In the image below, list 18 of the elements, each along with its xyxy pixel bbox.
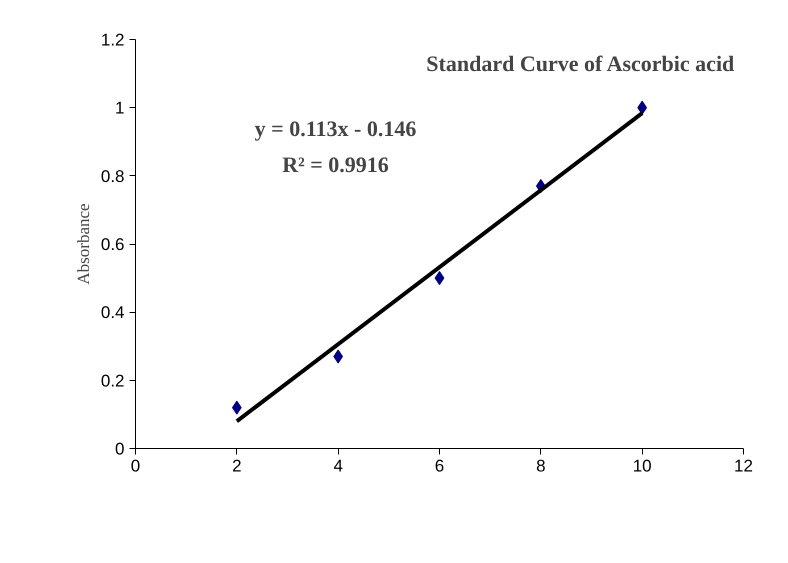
- y-tick-label: 0.2: [100, 371, 125, 390]
- x-tick-label: 6: [434, 456, 444, 476]
- x-tick-label: 0: [130, 456, 140, 476]
- y-tick-label: 0: [115, 440, 125, 458]
- y-tick-label: 1: [115, 98, 125, 118]
- x-tick-label: 4: [333, 456, 343, 476]
- y-tick-label: 0.6: [100, 235, 125, 254]
- annotation: R² = 0.9916: [282, 152, 389, 177]
- x-tick-label: 2: [232, 456, 242, 476]
- annotation: y = 0.113x - 0.146: [254, 116, 416, 141]
- x-tick-label: 10: [632, 456, 652, 476]
- y-tick-label: 0.4: [100, 303, 125, 322]
- x-tick-label: 12: [734, 456, 753, 476]
- y-tick-label: 0.8: [100, 166, 125, 186]
- y-axis-title: Absorbance: [74, 203, 93, 285]
- text: Standard Curve of Ascorbic acid: [426, 51, 734, 76]
- y-tick-label: 1.2: [100, 30, 125, 50]
- x-tick-label: 8: [536, 456, 546, 476]
